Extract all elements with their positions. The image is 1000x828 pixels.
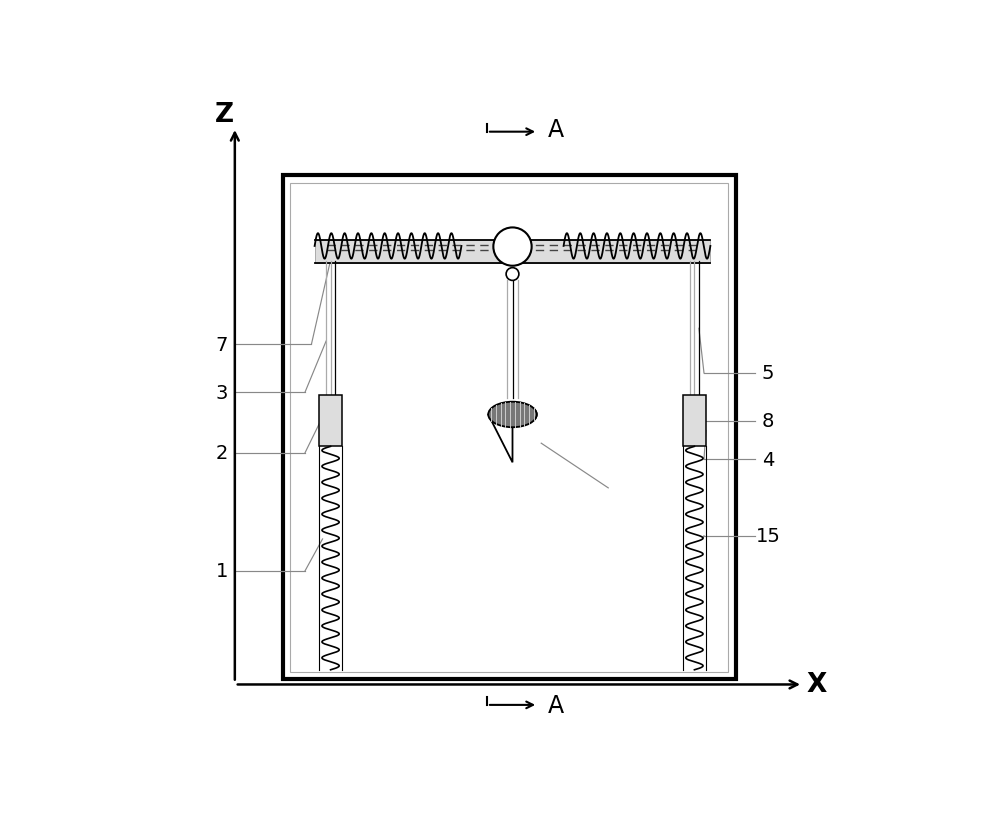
Text: 7: 7 [216, 335, 228, 354]
Text: X: X [806, 672, 827, 698]
Text: 8: 8 [762, 412, 774, 431]
Circle shape [493, 229, 532, 267]
Bar [283, 176, 736, 680]
Bar [290, 184, 728, 672]
Circle shape [506, 268, 519, 281]
Bar [683, 396, 706, 447]
Text: 15: 15 [755, 527, 780, 546]
Text: A: A [548, 118, 564, 142]
Text: 2: 2 [216, 444, 228, 463]
Text: 3: 3 [216, 383, 228, 402]
Polygon shape [488, 403, 537, 463]
Bar [315, 241, 710, 263]
Ellipse shape [488, 402, 537, 428]
Text: 1: 1 [216, 561, 228, 580]
Text: A: A [548, 693, 564, 717]
Text: 4: 4 [762, 450, 774, 469]
Text: Z: Z [214, 102, 233, 128]
Bar [319, 396, 342, 447]
Text: 5: 5 [762, 364, 774, 383]
